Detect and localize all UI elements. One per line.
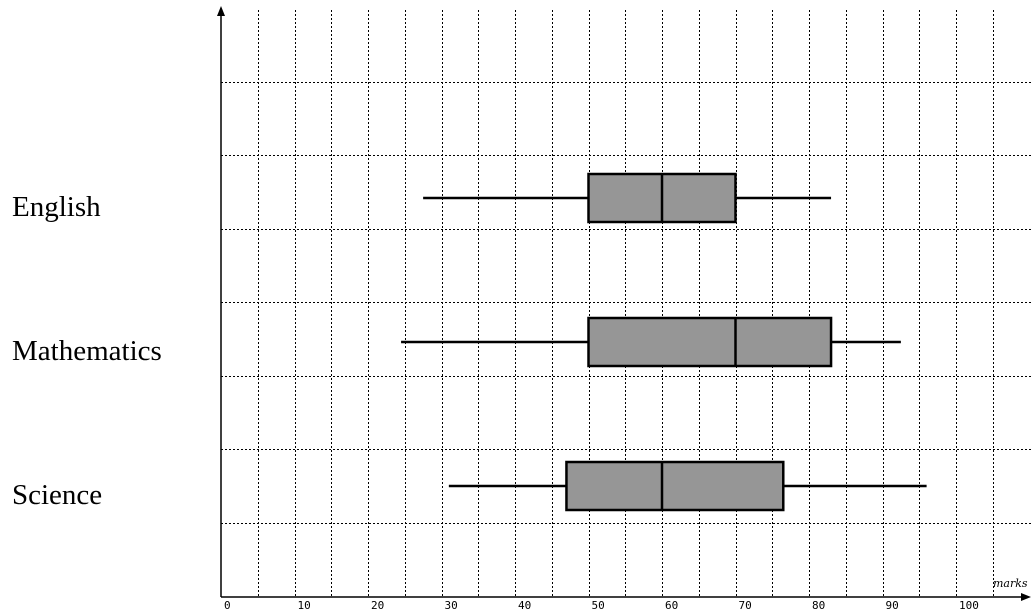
box-iqr bbox=[565, 460, 785, 512]
x-tick-label: 50 bbox=[592, 599, 605, 612]
x-axis-arrow bbox=[1021, 593, 1031, 601]
x-tick-label: 30 bbox=[445, 599, 458, 612]
x-tick-label: 80 bbox=[812, 599, 825, 612]
category-label-english: English bbox=[12, 191, 101, 223]
category-labels: English Mathematics Science bbox=[12, 191, 162, 511]
axes bbox=[217, 6, 1031, 601]
x-tick-labels: 0 10 20 30 40 50 60 70 80 90 100 bbox=[224, 599, 979, 612]
x-tick-label: 60 bbox=[665, 599, 678, 612]
x-tick-label: 20 bbox=[371, 599, 384, 612]
x-tick-label: 90 bbox=[886, 599, 899, 612]
x-tick-label: 10 bbox=[298, 599, 311, 612]
y-axis-arrow bbox=[217, 6, 225, 16]
x-tick-label: 100 bbox=[959, 599, 979, 612]
boxplot-english bbox=[423, 172, 832, 224]
x-tick-label: 70 bbox=[739, 599, 752, 612]
x-tick-label: 40 bbox=[518, 599, 531, 612]
box-iqr bbox=[587, 316, 833, 368]
box-plots bbox=[401, 172, 927, 512]
category-label-science: Science bbox=[12, 479, 102, 511]
category-label-mathematics: Mathematics bbox=[12, 335, 162, 367]
x-axis-label: marks bbox=[993, 577, 1028, 590]
boxplot-mathematics bbox=[401, 316, 901, 368]
boxplot-science bbox=[448, 460, 927, 512]
x-tick-label: 0 bbox=[224, 599, 231, 612]
horizontal-gridlines bbox=[221, 82, 1032, 524]
